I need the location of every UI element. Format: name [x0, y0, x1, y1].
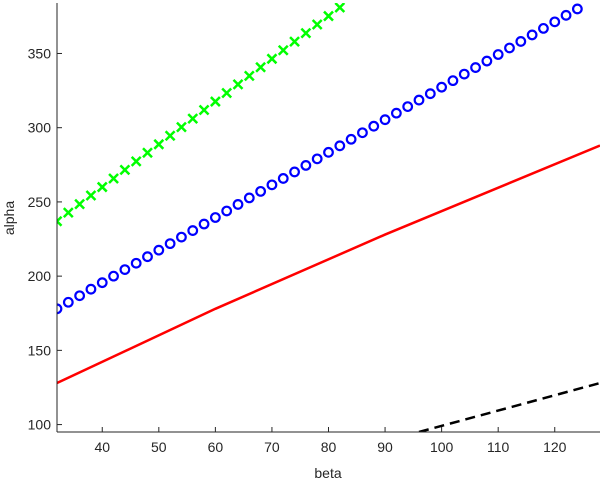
green-cross-marker — [119, 164, 131, 176]
blue-circle-marker — [119, 264, 131, 276]
y-tick-label: 150 — [28, 342, 52, 358]
x-axis-label: beta — [314, 465, 341, 481]
blue-circle-marker — [538, 22, 549, 34]
y-tick-label: 200 — [28, 268, 52, 284]
x-tick-label: 40 — [94, 439, 110, 455]
green-cross-marker — [108, 173, 119, 184]
blue-circle-marker — [243, 192, 255, 204]
green-cross-marker — [57, 215, 63, 227]
green-cross-marker — [130, 156, 142, 167]
blue-circle-marker — [323, 146, 334, 158]
blue-circle-marker — [515, 36, 527, 47]
green-cross-marker — [198, 104, 210, 116]
blue-circle-marker — [74, 290, 86, 302]
blue-circle-marker — [187, 225, 199, 236]
blue-circle-marker — [108, 270, 119, 282]
blue-circle-marker — [255, 185, 267, 197]
blue-circle-marker — [311, 153, 323, 165]
blue-circle-marker — [402, 101, 414, 113]
x-tick-label: 50 — [151, 439, 167, 455]
x-tick-label: 120 — [543, 439, 567, 455]
green-cross-marker — [243, 70, 255, 82]
black-dashed — [418, 381, 600, 432]
green-cross-marker — [209, 96, 221, 107]
y-tick-label: 100 — [28, 417, 52, 433]
blue-circle-marker — [198, 218, 210, 230]
blue-circle-marker — [300, 159, 312, 171]
blue-circle-marker — [424, 88, 436, 100]
green-cross-marker — [232, 78, 244, 90]
blue-circle-marker — [266, 179, 278, 191]
green-cross-marker — [311, 19, 323, 30]
green-cross-marker — [74, 198, 86, 210]
blue-circle-marker — [176, 231, 187, 243]
blue-circle-marker — [492, 49, 504, 60]
blue-circle-marker — [571, 3, 583, 15]
green-cross-marker — [187, 113, 199, 125]
blue-circle-marker — [85, 283, 97, 295]
blue-circle-marker — [130, 257, 142, 269]
green-cross-marker — [266, 53, 278, 65]
blue-circle-marker — [458, 68, 470, 80]
blue-circle-marker — [436, 81, 448, 93]
green-cross-marker — [176, 121, 187, 133]
x-tick-label: 60 — [208, 439, 224, 455]
blue-circle-marker — [504, 42, 515, 54]
red-line — [57, 144, 600, 385]
y-tick-label: 300 — [28, 120, 52, 136]
x-tick-label: 70 — [264, 439, 280, 455]
green-cross-marker — [300, 27, 312, 39]
blue-circle-marker — [277, 173, 289, 184]
blue-circle-marker — [153, 244, 165, 256]
blue-circle-marker — [142, 251, 153, 263]
blue-circle-marker — [447, 75, 459, 87]
blue-circle-marker — [164, 238, 176, 250]
blue-circle-marker — [470, 62, 481, 73]
blue-circle-marker — [481, 55, 493, 67]
y-tick-label: 250 — [28, 194, 52, 210]
green-cross-marker — [289, 36, 300, 47]
blue-circle-marker — [549, 16, 561, 28]
green-cross-marker — [221, 87, 233, 99]
green-cross-marker — [255, 61, 267, 73]
blue-circle-marker — [209, 212, 221, 223]
green-cross-marker — [277, 44, 289, 56]
blue-circle-marker — [379, 114, 391, 126]
x-tick-label: 100 — [430, 439, 454, 455]
x-tick-label: 80 — [321, 439, 337, 455]
blue-circle-marker — [96, 277, 108, 289]
blue-circle-marker — [368, 120, 380, 132]
x-tick-label: 90 — [377, 439, 393, 455]
blue-circle-marker — [221, 205, 233, 217]
green-cross-marker — [153, 138, 165, 150]
blue-circle-marker — [526, 29, 538, 41]
blue-circle-marker — [62, 296, 74, 308]
green-cross-marker — [164, 130, 176, 142]
blue-circle-marker — [345, 133, 357, 145]
blue-circle-marker — [289, 166, 300, 178]
blue-circle-marker — [560, 9, 572, 21]
green-cross-marker — [96, 181, 108, 193]
green-cross-marker — [85, 190, 97, 201]
green-cross-marker — [142, 147, 153, 159]
blue-circle-marker — [413, 94, 425, 106]
green-cross-marker — [334, 3, 346, 13]
green-cross-marker — [323, 10, 334, 22]
blue-circle-marker — [334, 140, 346, 152]
green-cross-marker — [62, 207, 74, 218]
y-tick-label: 350 — [28, 45, 52, 61]
blue-circle-marker — [357, 127, 368, 139]
x-tick-label: 110 — [487, 439, 510, 455]
blue-circle-marker — [390, 107, 402, 119]
blue-circle-marker — [232, 199, 244, 210]
y-axis-label: alpha — [1, 201, 17, 235]
